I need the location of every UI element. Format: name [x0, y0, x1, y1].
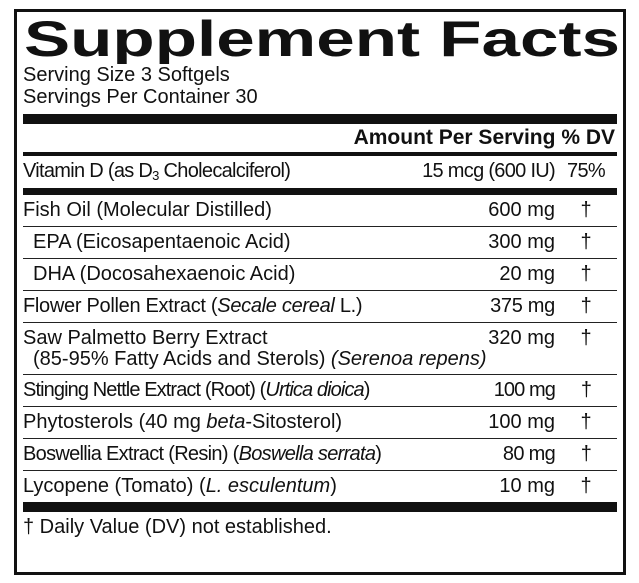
- nutrient-name: Stinging Nettle Extract (Root) (Urtica d…: [23, 379, 494, 402]
- name-part: DHA (Docosahexaenoic Acid): [33, 263, 296, 285]
- name-part: Urtica dioica: [265, 379, 364, 401]
- row-line: Fish Oil (Molecular Distilled) 600 mg †: [23, 195, 617, 226]
- row-line: Saw Palmetto Berry Extract 320 mg †: [23, 323, 617, 354]
- name-continuation: (85-95% Fatty Acids and Sterols) (Sereno…: [23, 348, 617, 374]
- amount-header: Amount Per Serving: [353, 126, 556, 149]
- daily-value: †: [580, 443, 592, 465]
- serving-size: Serving Size 3 Softgels: [23, 64, 230, 86]
- row-line: Lycopene (Tomato) (L. esculentum) 10 mg †: [23, 471, 617, 502]
- name-part: (85-95% Fatty Acids and Sterols): [33, 348, 331, 370]
- nutrient-row: Fish Oil (Molecular Distilled) 600 mg †: [23, 195, 617, 227]
- row-line: Flower Pollen Extract (Secale cereal L.)…: [23, 291, 617, 322]
- name-part: Fish Oil (Molecular Distilled): [23, 199, 272, 221]
- name-part: (Serenoa repens): [330, 348, 487, 370]
- thick-bar: [23, 114, 617, 124]
- name-part: ): [363, 379, 371, 401]
- nutrient-name: EPA (Eicosapentaenoic Acid): [23, 231, 488, 254]
- nutrient-name: Lycopene (Tomato) (L. esculentum): [23, 475, 499, 498]
- name-part: L. esculentum: [205, 475, 331, 497]
- amount: 100 mg: [493, 379, 556, 401]
- nutrient-name: Fish Oil (Molecular Distilled): [23, 199, 488, 222]
- column-header: Amount Per Serving % DV: [23, 124, 617, 152]
- amount: 300 mg: [488, 231, 555, 253]
- name-part: Secale cereal: [217, 295, 335, 317]
- name-part: Boswella serrata: [238, 443, 376, 465]
- name-part: Saw Palmetto Berry Extract: [23, 327, 268, 349]
- nutrient-row: DHA (Docosahexaenoic Acid) 20 mg †: [23, 259, 617, 291]
- daily-value: †: [580, 379, 592, 401]
- nutrient-row: Vitamin D (as D3 Cholecalciferol) 15 mcg …: [23, 156, 617, 195]
- daily-value: 75%: [567, 160, 606, 182]
- daily-value: †: [580, 327, 592, 349]
- daily-value: †: [580, 411, 592, 433]
- name-part: Lycopene (Tomato) (: [23, 475, 206, 497]
- thin-bar: [23, 152, 617, 156]
- nutrient-row: Lycopene (Tomato) (L. esculentum) 10 mg †: [23, 471, 617, 502]
- row-line: EPA (Eicosapentaenoic Acid) 300 mg †: [23, 227, 617, 258]
- title-box: Supplement Facts: [24, 14, 620, 64]
- nutrient-row: EPA (Eicosapentaenoic Acid) 300 mg †: [23, 227, 617, 259]
- nutrient-name: DHA (Docosahexaenoic Acid): [23, 263, 499, 286]
- thick-bar: [23, 502, 617, 512]
- name-part: 3: [152, 168, 159, 183]
- amount: 10 mg: [499, 475, 555, 497]
- name-part: ): [375, 443, 382, 465]
- name-part: Flower Pollen Extract (: [23, 295, 218, 317]
- nutrient-row: Flower Pollen Extract (Secale cereal L.)…: [23, 291, 617, 323]
- daily-value: †: [580, 295, 592, 317]
- nutrient-name: Saw Palmetto Berry Extract: [23, 327, 488, 350]
- row-line: Boswellia Extract (Resin) (Boswella serr…: [23, 439, 617, 470]
- title: Supplement Facts: [24, 14, 620, 64]
- dv-header: % DV: [561, 126, 615, 149]
- nutrient-row: Stinging Nettle Extract (Root) (Urtica d…: [23, 375, 617, 407]
- amount: 600 mg: [488, 199, 555, 221]
- name-part: Phytosterols (40 mg: [23, 411, 207, 433]
- supplement-label: Supplement Facts Serving Size 3 Softgels…: [14, 9, 626, 575]
- nutrient-name: Flower Pollen Extract (Secale cereal L.): [23, 295, 490, 318]
- name-part: Vitamin D (as D: [23, 160, 153, 182]
- daily-value: †: [580, 199, 592, 221]
- nutrient-row: Boswellia Extract (Resin) (Boswella serr…: [23, 439, 617, 471]
- amount: 100 mg: [488, 411, 555, 433]
- row-line: DHA (Docosahexaenoic Acid) 20 mg †: [23, 259, 617, 290]
- footnote: † Daily Value (DV) not established.: [23, 516, 332, 538]
- row-line: Stinging Nettle Extract (Root) (Urtica d…: [23, 375, 617, 406]
- name-part: ): [330, 475, 337, 497]
- name-part: EPA (Eicosapentaenoic Acid): [33, 231, 291, 253]
- nutrient-name: Boswellia Extract (Resin) (Boswella serr…: [23, 443, 503, 466]
- amount: 80 mg: [502, 443, 556, 465]
- name-part: beta: [206, 411, 246, 433]
- row-line: Phytosterols (40 mg beta-Sitosterol) 100 …: [23, 407, 617, 438]
- amount: 20 mg: [499, 263, 555, 285]
- name-part: Stinging Nettle Extract (Root) (: [23, 379, 266, 401]
- nutrient-row: Saw Palmetto Berry Extract 320 mg † (85-95%…: [23, 323, 617, 375]
- nutrient-name: Phytosterols (40 mg beta-Sitosterol): [23, 411, 488, 434]
- amount: 375 mg: [490, 295, 555, 317]
- daily-value: †: [580, 263, 592, 285]
- name-part: -Sitosterol): [245, 411, 343, 433]
- servings-per-container: Servings Per Container 30: [23, 86, 258, 108]
- amount: 15 mcg (600 IU): [422, 160, 556, 182]
- daily-value: †: [580, 231, 592, 253]
- name-part: Cholecalciferol): [158, 160, 291, 182]
- name-part: L.): [334, 295, 363, 317]
- nutrient-name: Vitamin D (as D3 Cholecalciferol): [23, 160, 422, 183]
- name-part: Boswellia Extract (Resin) (: [23, 443, 239, 465]
- nutrient-row: Phytosterols (40 mg beta-Sitosterol) 100 …: [23, 407, 617, 439]
- daily-value: †: [580, 475, 592, 497]
- amount: 320 mg: [488, 327, 555, 349]
- rows: Vitamin D (as D3 Cholecalciferol) 15 mcg …: [23, 156, 617, 502]
- row-line: Vitamin D (as D3 Cholecalciferol) 15 mcg …: [23, 156, 617, 187]
